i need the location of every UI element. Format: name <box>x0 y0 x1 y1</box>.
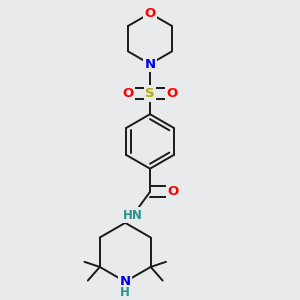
Text: O: O <box>167 87 178 100</box>
Text: H: H <box>120 286 130 299</box>
Text: O: O <box>122 87 133 100</box>
Text: O: O <box>144 7 156 20</box>
Text: S: S <box>145 87 155 100</box>
Text: N: N <box>144 58 156 70</box>
Text: N: N <box>120 275 131 288</box>
Text: HN: HN <box>123 208 143 222</box>
Text: O: O <box>168 185 179 198</box>
